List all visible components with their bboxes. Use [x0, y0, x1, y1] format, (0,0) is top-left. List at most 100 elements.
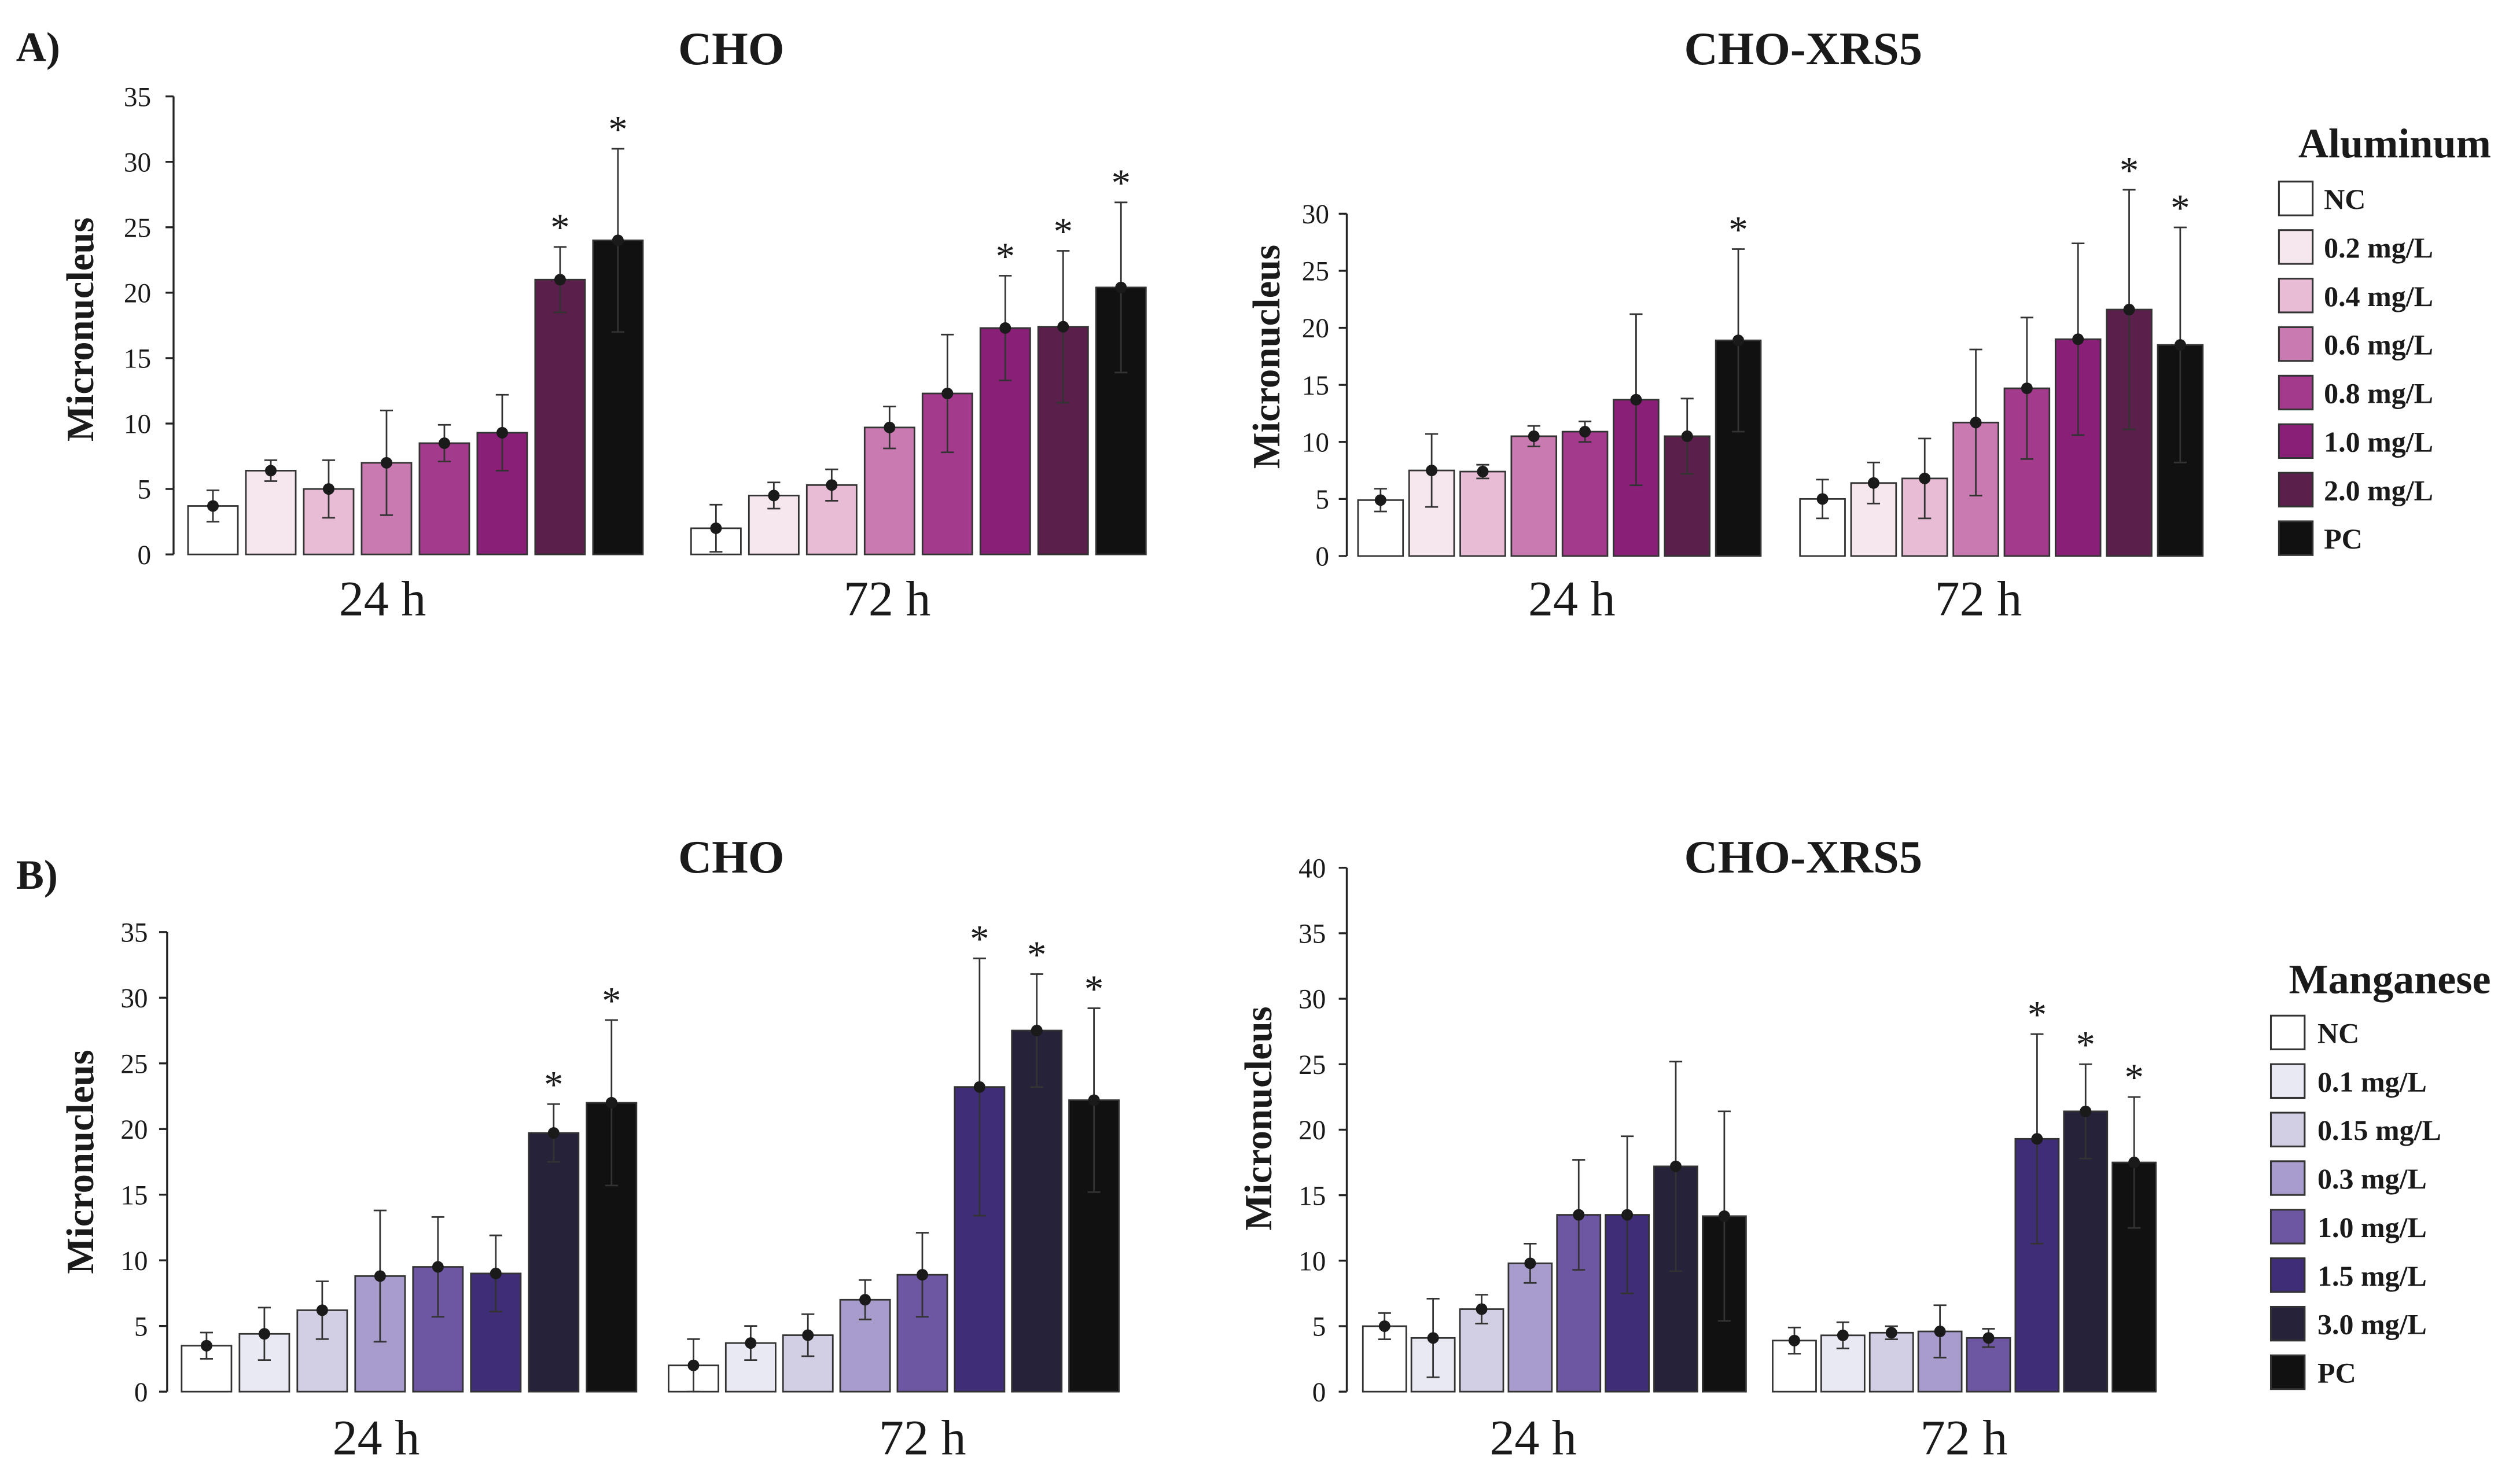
y-tick-label: 15 — [1302, 371, 1329, 401]
mean-point — [1732, 334, 1745, 347]
legend-swatch — [2278, 374, 2314, 411]
legend-swatch — [2269, 1112, 2306, 1147]
legend-swatch — [2278, 326, 2314, 362]
mean-point — [802, 1329, 814, 1341]
legend-entry: NC — [2317, 1017, 2359, 1049]
significance-marker: * — [2120, 150, 2139, 192]
x-group-label: 72 h — [844, 571, 931, 627]
legend-swatch — [2269, 1257, 2306, 1293]
y-tick-label: 25 — [1302, 257, 1329, 287]
x-group-label: 72 h — [879, 1410, 966, 1465]
legend-swatch — [2269, 1305, 2306, 1342]
y-tick-label: 5 — [1315, 485, 1329, 515]
legend-entry: 0.8 mg/L — [2324, 377, 2433, 410]
legend-swatch — [2278, 423, 2314, 459]
bar — [1664, 435, 1711, 557]
bar — [896, 1274, 948, 1393]
y-axis-label: Micronucleus — [60, 218, 102, 441]
mean-point — [554, 274, 566, 286]
mean-point — [1816, 493, 1829, 505]
bar — [1459, 470, 1506, 557]
bar — [238, 1333, 290, 1393]
mean-point — [264, 465, 277, 477]
chart-1: A) CHO Micronucleus 0 5 10 15 20 25 30 35 * * 24 h * * *… — [16, 23, 1147, 627]
y-tick-label: 15 — [120, 1180, 148, 1210]
y-tick-label: 10 — [120, 1246, 148, 1276]
mean-point — [322, 483, 334, 495]
mean-point — [2128, 1157, 2140, 1169]
y-tick-label: 25 — [120, 1049, 148, 1079]
legend-entry: 2.0 mg/L — [2324, 474, 2433, 506]
bar — [1868, 1331, 1914, 1393]
chart-title: CHO-XRS5 — [1684, 23, 1922, 75]
mean-point — [1885, 1327, 1897, 1339]
chart-title: CHO — [678, 831, 784, 883]
x-group-label: 24 h — [339, 571, 426, 627]
chart-3: B) CHO Micronucleus 0 5 10 15 20 25 30 35 * * 24 h * * *… — [16, 831, 1120, 1465]
significance-marker: * — [970, 918, 989, 961]
bar — [1561, 430, 1609, 557]
mean-point — [1426, 465, 1438, 477]
bar — [2014, 1138, 2060, 1393]
mean-point — [1115, 281, 1127, 293]
y-tick-label: 35 — [124, 82, 151, 112]
mean-point — [547, 1127, 560, 1139]
legend-swatch — [2269, 1014, 2306, 1051]
x-group-label: 72 h — [1935, 571, 2022, 627]
legend-swatch — [2278, 520, 2314, 556]
y-tick-label: 30 — [124, 148, 151, 178]
legend-manganese: Manganese NC 0.1 mg/L 0.15 mg/L 0.3 mg/L 1.0 … — [2269, 956, 2491, 1390]
mean-point — [859, 1294, 871, 1306]
y-axis-label: Micronucleus — [1246, 245, 1288, 469]
mean-point — [768, 490, 780, 502]
mean-point — [999, 322, 1011, 334]
mean-point — [207, 500, 219, 512]
mean-point — [496, 426, 508, 439]
panel-label: A) — [16, 24, 60, 71]
legend-swatch — [2278, 278, 2314, 314]
y-tick-label: 20 — [124, 279, 151, 309]
legend-entry: NC — [2324, 183, 2366, 215]
mean-point — [1378, 1320, 1390, 1332]
significance-marker: * — [996, 235, 1015, 278]
legend-swatch — [2269, 1209, 2306, 1245]
mean-point — [438, 437, 450, 449]
legend-aluminum: Aluminum NC 0.2 mg/L 0.4 mg/L 0.6 mg/L 0.8 mg… — [2278, 120, 2491, 556]
bar — [1011, 1029, 1063, 1393]
legend-entry: 0.6 mg/L — [2324, 329, 2433, 361]
legend-entry: 1.0 mg/L — [2324, 425, 2433, 458]
mean-point — [884, 421, 896, 433]
y-tick-label: 5 — [134, 1312, 148, 1342]
mean-point — [1630, 393, 1642, 406]
mean-point — [1528, 430, 1540, 442]
y-tick-label: 10 — [124, 410, 151, 440]
legend-entry: 1.5 mg/L — [2317, 1260, 2427, 1292]
mean-point — [826, 479, 838, 491]
mean-point — [2080, 1105, 2092, 1117]
mean-point — [1718, 1210, 1730, 1222]
mean-point — [1788, 1334, 1800, 1346]
mean-point — [1621, 1209, 1634, 1221]
mean-point — [1681, 430, 1693, 442]
mean-point — [973, 1081, 985, 1093]
mean-point — [1970, 417, 1982, 429]
mean-point — [316, 1304, 328, 1316]
y-tick-label: 30 — [1302, 200, 1329, 230]
significance-marker: * — [1054, 211, 1073, 253]
bar — [1507, 1262, 1553, 1393]
mean-point — [710, 522, 722, 534]
mean-point — [2072, 333, 2084, 345]
significance-marker: * — [608, 109, 627, 151]
y-tick-label: 35 — [120, 918, 148, 948]
legend-swatch — [2269, 1354, 2306, 1390]
mean-point — [2021, 382, 2033, 395]
mean-point — [612, 234, 624, 246]
mean-point — [1374, 494, 1386, 506]
legend-entry: PC — [2317, 1357, 2356, 1389]
y-tick-label: 0 — [1312, 1378, 1326, 1408]
x-group-label: 24 h — [333, 1410, 420, 1465]
significance-marker: * — [2170, 187, 2190, 230]
bar — [1510, 435, 1558, 557]
legend-swatch — [2278, 229, 2314, 265]
significance-marker: * — [602, 980, 621, 1022]
